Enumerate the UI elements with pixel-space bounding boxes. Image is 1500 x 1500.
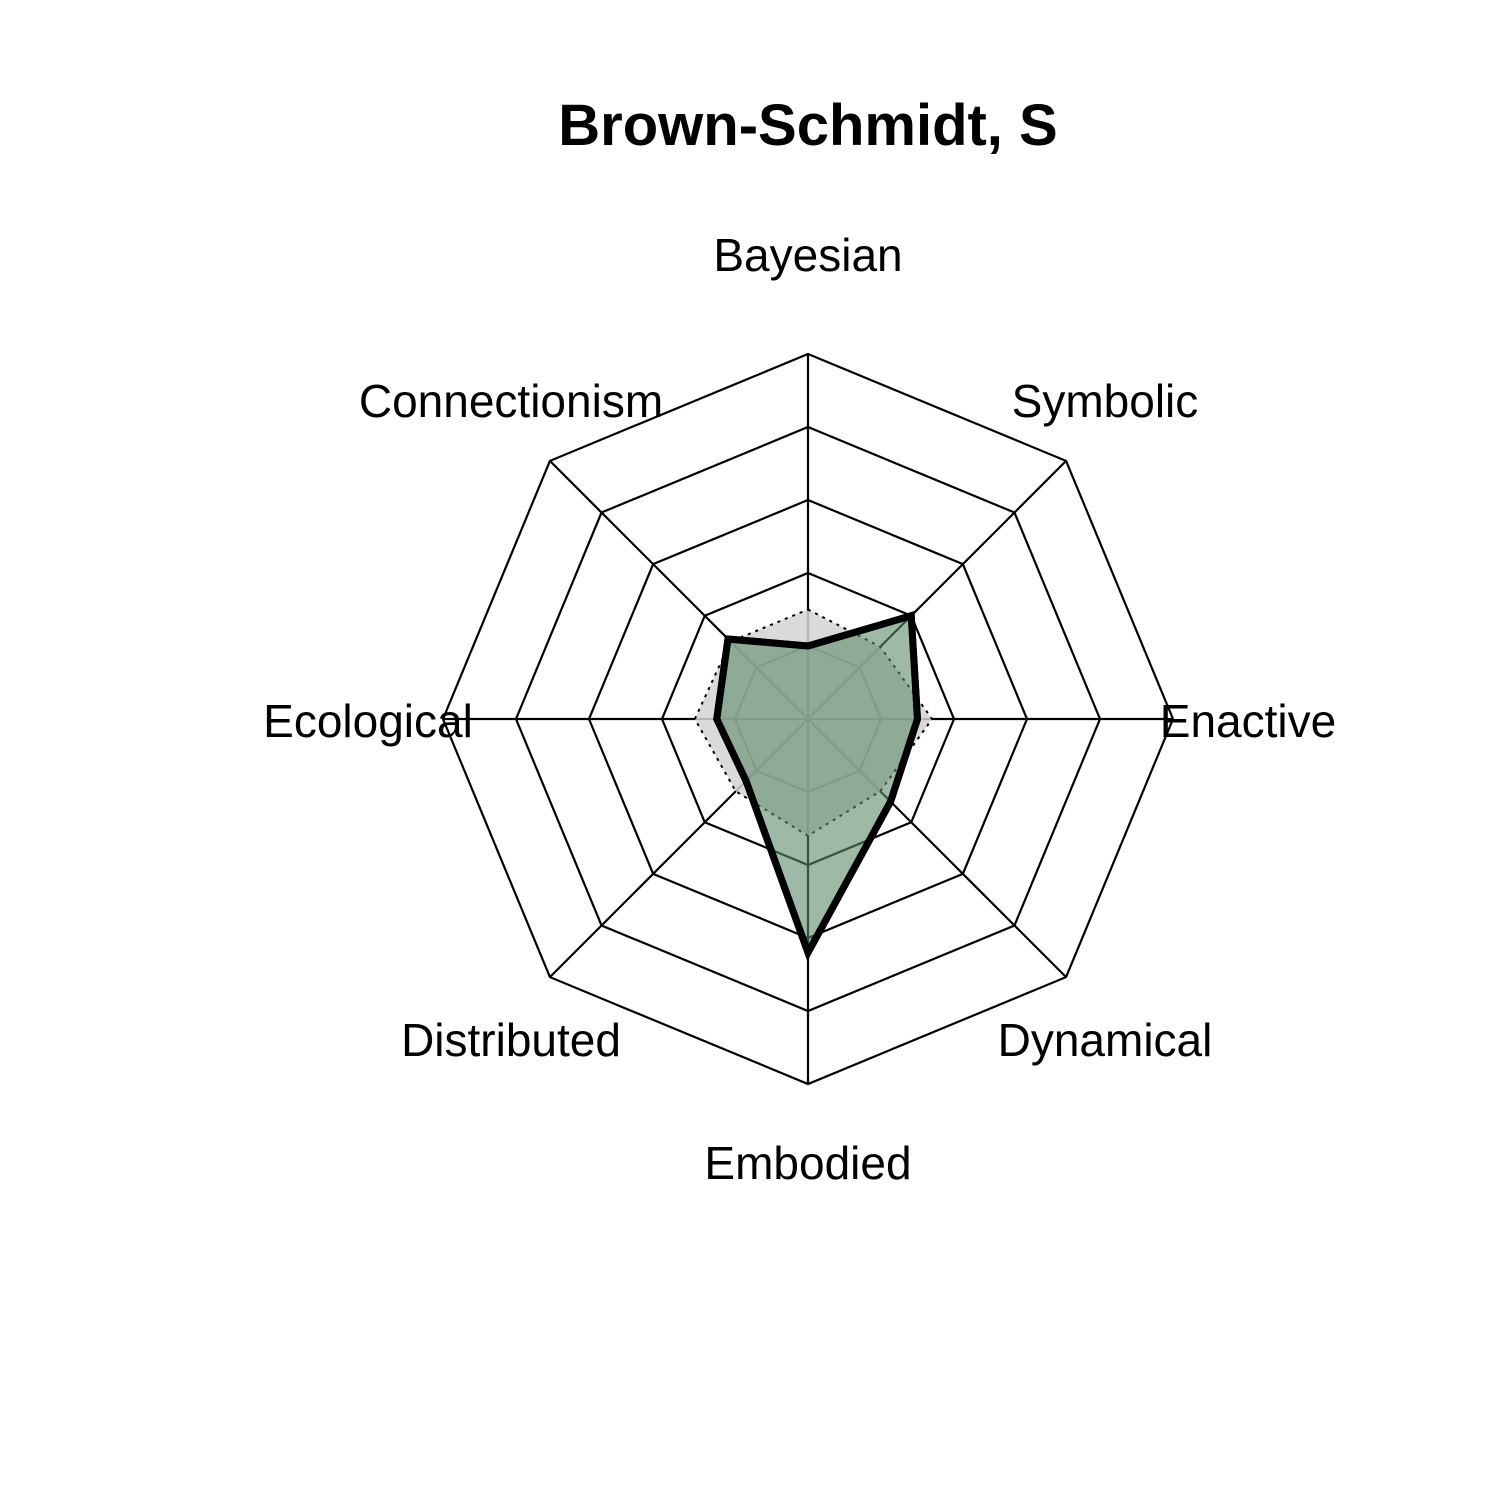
axis-label-ecological: Ecological [263,695,473,747]
axis-labels: Bayesian Symbolic Enactive Dynamical Embodie… [263,229,1336,1189]
axis-label-embodied: Embodied [704,1137,911,1189]
axis-label-connectionism: Connectionism [359,375,663,427]
axis-label-distributed: Distributed [401,1014,621,1066]
axis-label-bayesian: Bayesian [713,229,902,281]
chart-title: Brown-Schmidt, S [558,93,1057,158]
axis-label-dynamical: Dynamical [998,1014,1213,1066]
axis-label-enactive: Enactive [1160,695,1336,747]
axis-label-symbolic: Symbolic [1012,375,1199,427]
subject-outline [713,611,922,962]
